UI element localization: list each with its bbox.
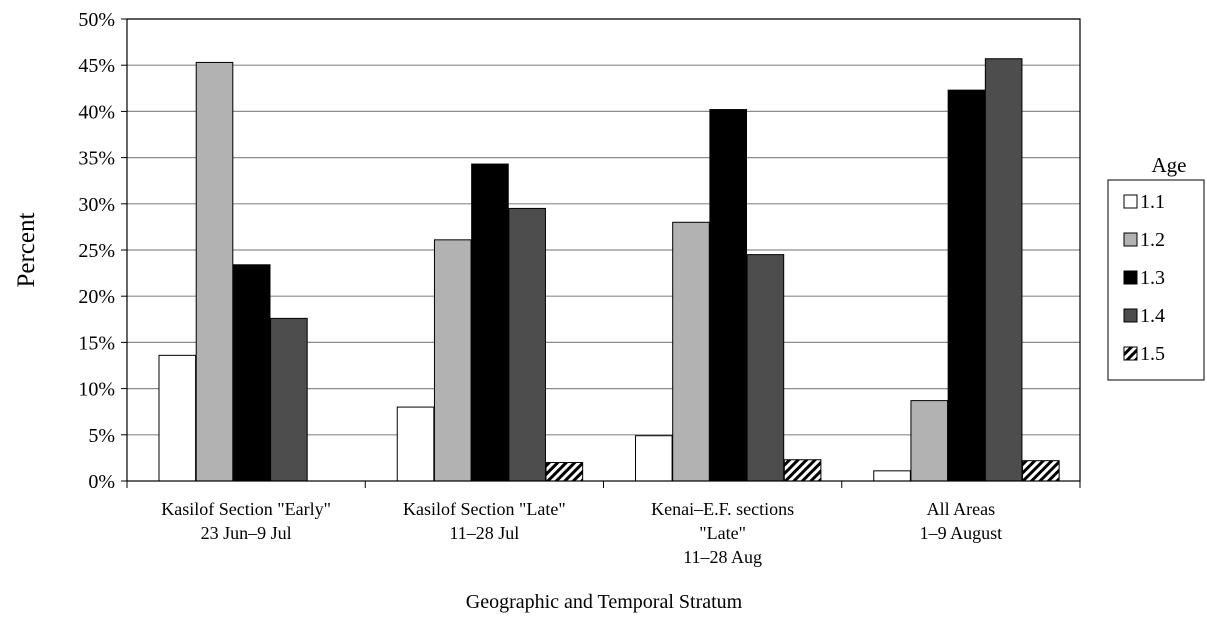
x-axis-title: Geographic and Temporal Stratum [466, 591, 743, 613]
axes [121, 18, 1081, 488]
bar-1-5 [783, 459, 822, 482]
bars [158, 58, 1060, 482]
x-category-label: All Areas 1–9 August [920, 499, 1003, 543]
y-tick-label: 40% [78, 101, 115, 123]
legend-swatch-1-4 [1123, 308, 1138, 323]
bar-1-4 [984, 58, 1023, 482]
legend: Age 1.1 1.2 1.3 1.4 1.5 [1107, 153, 1205, 381]
legend-swatch-1-3 [1123, 270, 1138, 285]
y-tick-label: 35% [78, 148, 115, 170]
y-tick-label: 50% [78, 9, 115, 31]
bar-1-3 [232, 264, 271, 482]
bar-1-2 [672, 221, 710, 482]
bar-1-4 [508, 207, 546, 482]
bar-1-1 [158, 354, 197, 482]
x-category-label: Kasilof Section "Late" 11–28 Jul [403, 499, 566, 543]
bar-1-3 [471, 163, 509, 482]
legend-swatch-1-2 [1123, 232, 1138, 247]
bar-1-2 [195, 61, 234, 482]
y-tick-label: 0% [88, 471, 115, 493]
y-tick-labels: 0% 5% 10% 15% 20% 25% 30% 35% 40% 45% 50% [78, 9, 115, 493]
y-tick-label: 5% [88, 425, 115, 447]
y-tick-label: 10% [78, 379, 115, 401]
y-axis-title: Percent [13, 212, 40, 287]
bar-1-5 [1022, 460, 1060, 482]
x-category-label: Kasilof Section "Early" 23 Jun–9 Jul [161, 499, 331, 543]
y-tick-label: 45% [78, 55, 115, 77]
bar-1-5 [545, 462, 584, 482]
y-tick-label: 25% [78, 240, 115, 262]
y-tick-label: 15% [78, 332, 115, 354]
bar-1-3 [709, 109, 748, 482]
legend-label: 1.5 [1140, 343, 1165, 365]
legend-swatch-1-1 [1123, 194, 1138, 209]
bar-1-4 [746, 254, 785, 482]
legend-label: 1.1 [1140, 191, 1165, 213]
bar-1-2 [910, 400, 949, 482]
legend-swatch-1-5 [1123, 346, 1138, 361]
y-tick-label: 30% [78, 194, 115, 216]
bar-1-1 [635, 435, 673, 482]
legend-label: 1.3 [1140, 267, 1165, 289]
x-category-label: Kenai–E.F. sections "Late" 11–28 Aug [651, 499, 794, 567]
x-category-labels: Kasilof Section "Early" 23 Jun–9 Jul Kasil… [161, 499, 1002, 567]
legend-title: Age [1152, 153, 1187, 177]
bar-1-4 [270, 317, 308, 482]
legend-label: 1.2 [1140, 229, 1165, 251]
bar-1-1 [873, 470, 911, 482]
y-tick-label: 20% [78, 286, 115, 308]
legend-items: 1.1 1.2 1.3 1.4 1.5 [1123, 191, 1165, 365]
bar-1-1 [396, 406, 435, 482]
bar-1-3 [947, 89, 986, 482]
legend-label: 1.4 [1140, 305, 1165, 327]
bar-1-2 [433, 239, 472, 482]
